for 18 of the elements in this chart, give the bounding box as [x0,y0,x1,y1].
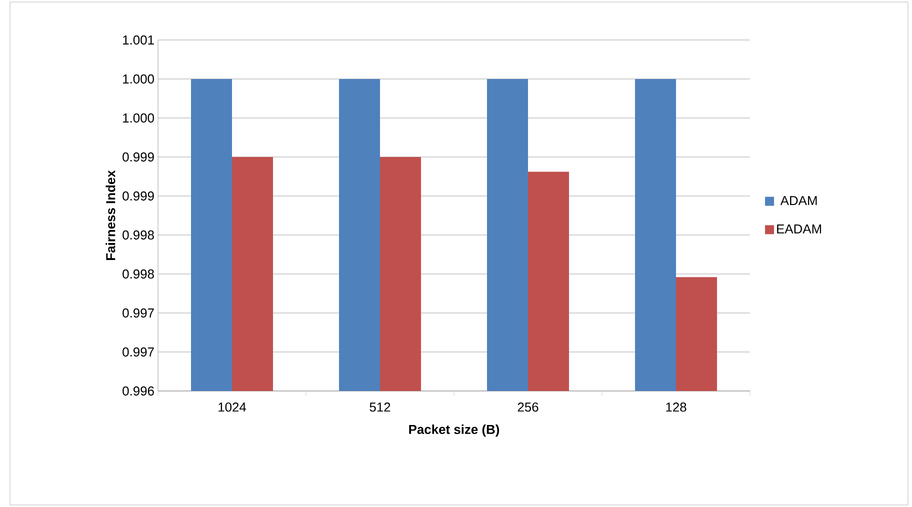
x-tick-label: 128 [666,402,686,412]
y-tick-label: 1.001 [123,35,154,45]
x-axis-title: Packet size (B) [409,424,500,437]
x-tick-label: 256 [518,402,538,412]
y-tick-label: 1.000 [123,74,154,84]
y-tick-label: 0.996 [122,386,154,396]
y-tick-label: 1.000 [123,113,154,123]
y-tick-label: 0.998 [122,269,154,279]
y-tick-label: 0.999 [122,191,154,201]
legend-label: EADAM [777,224,822,234]
y-tick-label: 0.997 [122,308,154,318]
x-tick-label: 512 [370,402,390,412]
y-tick-label: 0.999 [122,152,154,162]
x-tick-label: 1024 [218,402,246,412]
legend-label: ADAM [780,196,817,205]
y-tick-label: 0.998 [122,230,154,240]
y-axis-title: Fairness Index [106,170,116,260]
y-tick-label: 0.997 [122,347,154,357]
